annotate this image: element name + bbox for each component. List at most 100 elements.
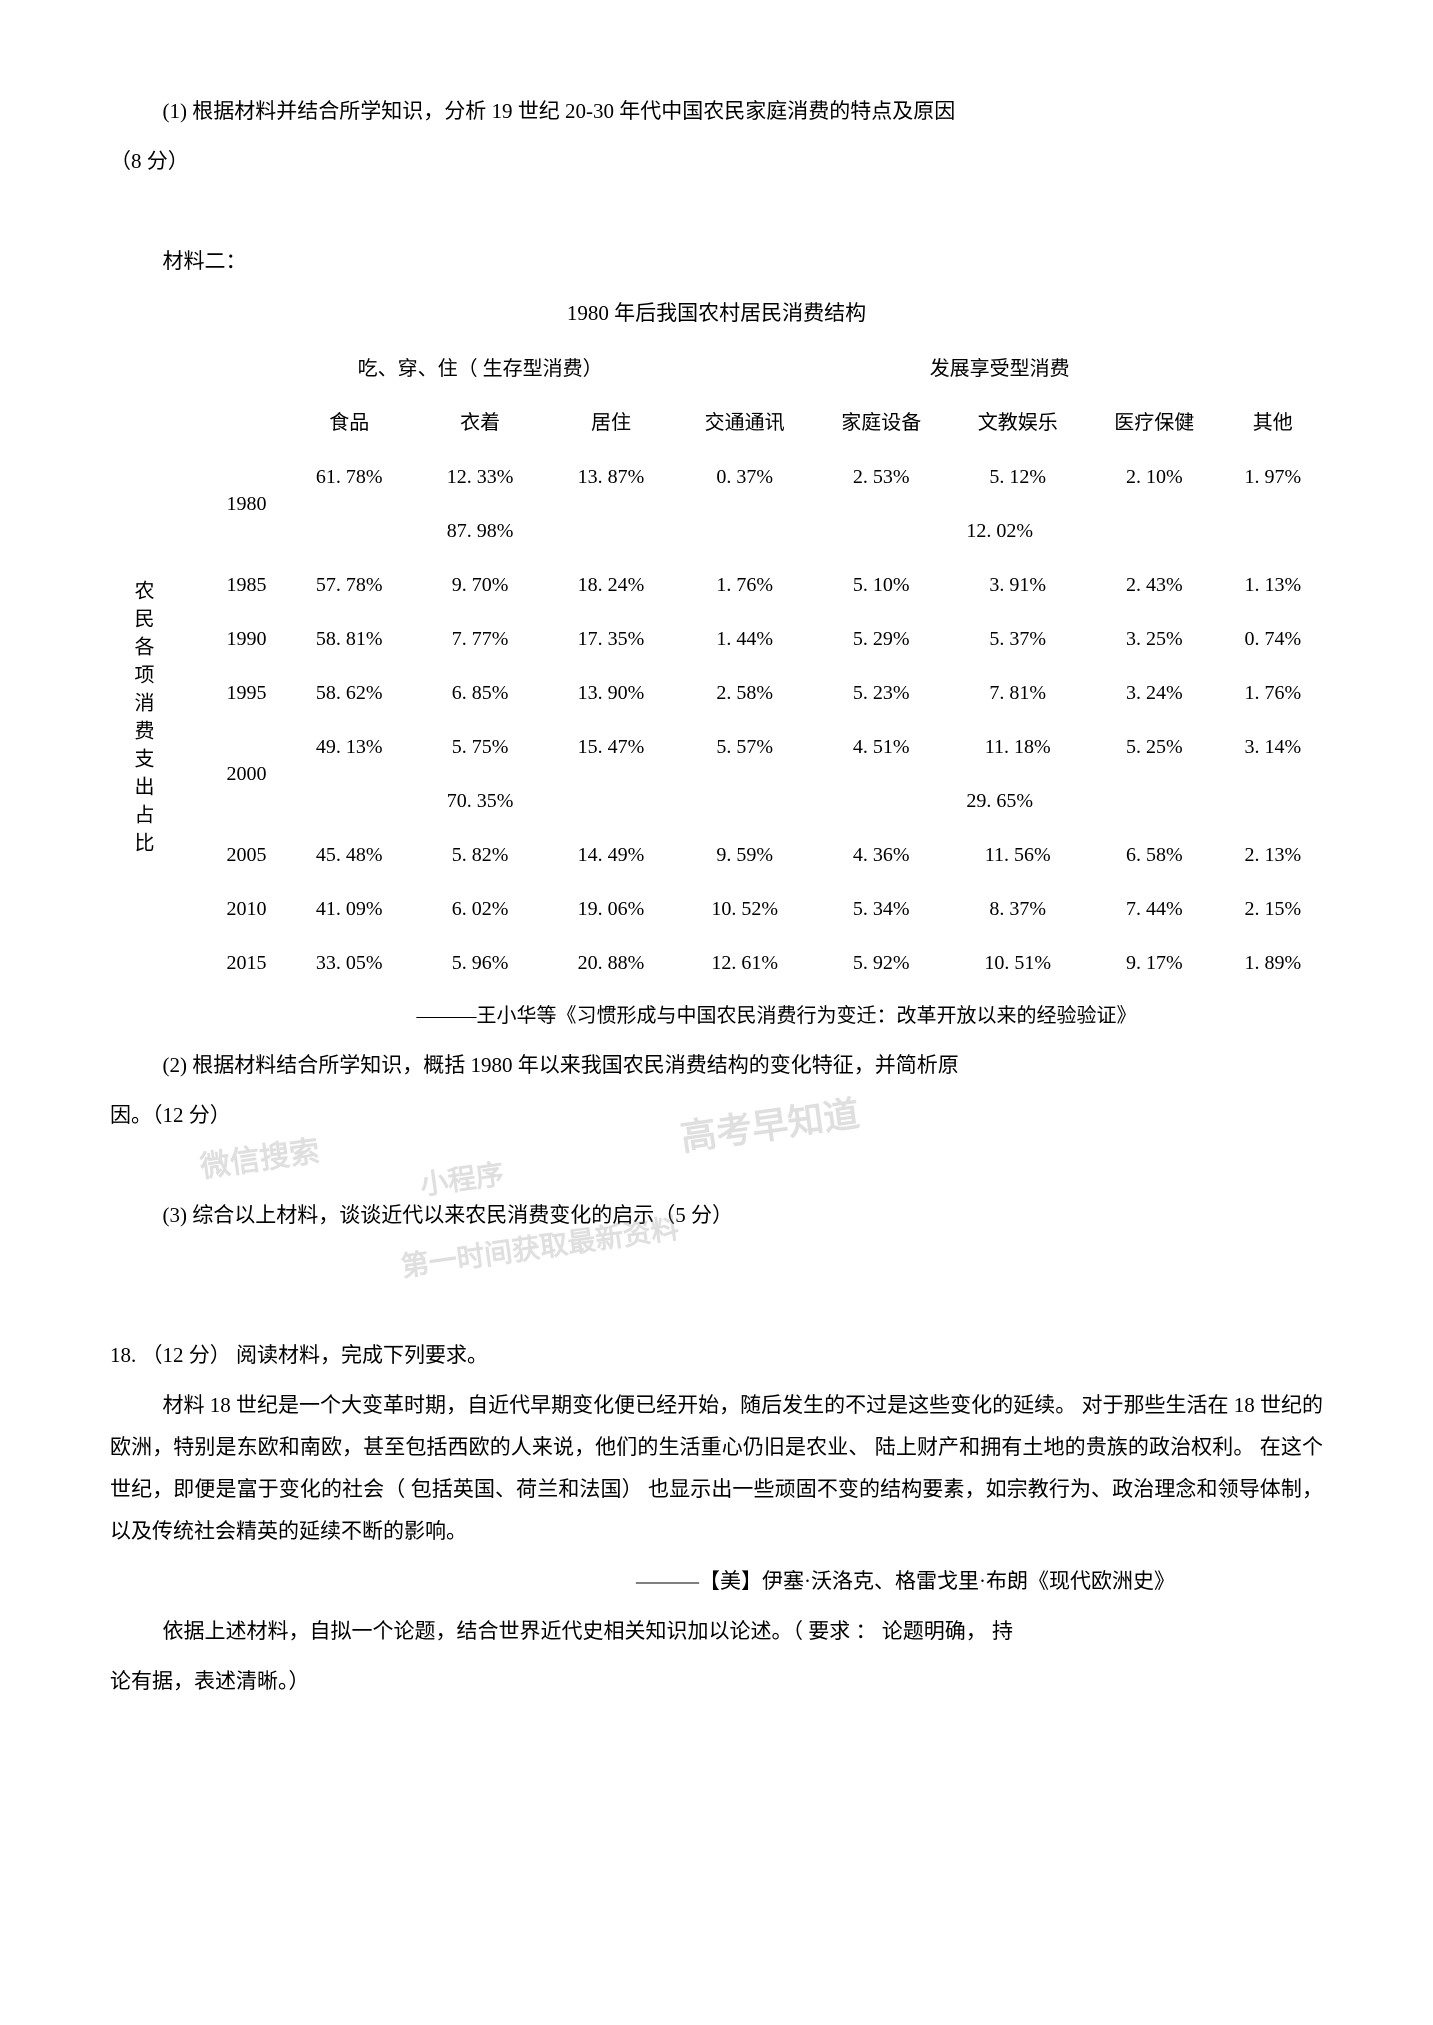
cell-1990-3: 1. 44% bbox=[676, 612, 813, 666]
question-2-line2: 因。（12 分） bbox=[110, 1094, 1323, 1136]
question-18-prompt-2: 论有据，表述清晰。） bbox=[110, 1660, 1323, 1702]
year-1985: 1985 bbox=[209, 558, 283, 612]
question-18-block: 18. （12 分） 阅读材料，完成下列要求。 材料 18 世纪是一个大变革时期… bbox=[110, 1334, 1323, 1702]
cell-2010-1: 6. 02% bbox=[415, 882, 546, 936]
question-18-prompt-1: 依据上述材料，自拟一个论题，结合世界近代史相关知识加以论述。（ 要求 ： 论题明… bbox=[110, 1610, 1323, 1652]
cell-2005-4: 4. 36% bbox=[813, 828, 950, 882]
table-title: 1980 年后我国农村居民消费结构 bbox=[110, 292, 1323, 334]
question-18-label: 18. （12 分） 阅读材料，完成下列要求。 bbox=[110, 1334, 1323, 1376]
cell-2010-7: 2. 15% bbox=[1223, 882, 1323, 936]
row-label-vertical: 农民各项消费支出占比 bbox=[110, 450, 209, 990]
row-label-text: 农民各项消费支出占比 bbox=[114, 560, 170, 880]
cell-2000-4: 4. 51% bbox=[813, 720, 950, 774]
cell-2005-5: 11. 56% bbox=[949, 828, 1086, 882]
year-1990: 1990 bbox=[209, 612, 283, 666]
cell-2000-2: 15. 47% bbox=[546, 720, 677, 774]
cell-1990-4: 5. 29% bbox=[813, 612, 950, 666]
cell-2015-2: 20. 88% bbox=[546, 936, 677, 990]
cell-2000-6: 5. 25% bbox=[1086, 720, 1223, 774]
cell-2015-0: 33. 05% bbox=[284, 936, 415, 990]
cell-2000-1: 5. 75% bbox=[415, 720, 546, 774]
year-2000: 2000 bbox=[209, 720, 283, 828]
cell-2015-1: 5. 96% bbox=[415, 936, 546, 990]
cell-1980-4: 2. 53% bbox=[813, 450, 950, 504]
cell-2005-3: 9. 59% bbox=[676, 828, 813, 882]
cell-2010-4: 5. 34% bbox=[813, 882, 950, 936]
header-blank-1 bbox=[110, 342, 209, 396]
col-clothing: 衣着 bbox=[415, 396, 546, 450]
consumption-table: 吃、穿、住（ 生存型消费） 发展享受型消费 食品 衣着 居住 交通通讯 家庭设备… bbox=[110, 342, 1323, 990]
cell-2005-6: 6. 58% bbox=[1086, 828, 1223, 882]
cell-1990-6: 3. 25% bbox=[1086, 612, 1223, 666]
cell-1995-7: 1. 76% bbox=[1223, 666, 1323, 720]
subheader-blank-2 bbox=[209, 396, 283, 450]
cell-1980-1: 12. 33% bbox=[415, 450, 546, 504]
col-food: 食品 bbox=[284, 396, 415, 450]
cell-2015-3: 12. 61% bbox=[676, 936, 813, 990]
cell-1995-1: 6. 85% bbox=[415, 666, 546, 720]
col-transport: 交通通讯 bbox=[676, 396, 813, 450]
cell-1990-2: 17. 35% bbox=[546, 612, 677, 666]
year-2010: 2010 bbox=[209, 882, 283, 936]
cell-2015-6: 9. 17% bbox=[1086, 936, 1223, 990]
cell-2005-0: 45. 48% bbox=[284, 828, 415, 882]
cell-2010-3: 10. 52% bbox=[676, 882, 813, 936]
cell-1995-4: 5. 23% bbox=[813, 666, 950, 720]
sum-2000-1: 70. 35% bbox=[284, 774, 677, 828]
question-3: (3) 综合以上材料，谈谈近代以来农民消费变化的启示（5 分） bbox=[110, 1194, 1323, 1236]
cell-2000-7: 3. 14% bbox=[1223, 720, 1323, 774]
cell-2010-0: 41. 09% bbox=[284, 882, 415, 936]
cell-2015-5: 10. 51% bbox=[949, 936, 1086, 990]
col-medical: 医疗保健 bbox=[1086, 396, 1223, 450]
cell-1995-2: 13. 90% bbox=[546, 666, 677, 720]
cell-1985-4: 5. 10% bbox=[813, 558, 950, 612]
cell-1990-5: 5. 37% bbox=[949, 612, 1086, 666]
material-2-label: 材料二： bbox=[110, 240, 1323, 282]
cell-1985-3: 1. 76% bbox=[676, 558, 813, 612]
cell-1995-0: 58. 62% bbox=[284, 666, 415, 720]
header-blank-2 bbox=[209, 342, 283, 396]
col-culture: 文教娱乐 bbox=[949, 396, 1086, 450]
cell-1980-0: 61. 78% bbox=[284, 450, 415, 504]
question-18-citation: ———【美】伊塞·沃洛克、格雷戈里·布朗《现代欧洲史》 bbox=[110, 1560, 1323, 1602]
cell-1985-7: 1. 13% bbox=[1223, 558, 1323, 612]
cell-2005-1: 5. 82% bbox=[415, 828, 546, 882]
cell-1995-5: 7. 81% bbox=[949, 666, 1086, 720]
cell-2000-0: 49. 13% bbox=[284, 720, 415, 774]
question-1-line2: （8 分） bbox=[110, 140, 1323, 182]
cell-2010-5: 8. 37% bbox=[949, 882, 1086, 936]
col-other: 其他 bbox=[1223, 396, 1323, 450]
subheader-blank-1 bbox=[110, 396, 209, 450]
cell-1990-0: 58. 81% bbox=[284, 612, 415, 666]
cell-2015-4: 5. 92% bbox=[813, 936, 950, 990]
cell-2005-2: 14. 49% bbox=[546, 828, 677, 882]
year-1995: 1995 bbox=[209, 666, 283, 720]
cell-1985-0: 57. 78% bbox=[284, 558, 415, 612]
col-housing: 居住 bbox=[546, 396, 677, 450]
sum-1980-1: 87. 98% bbox=[284, 504, 677, 558]
sum-2000-2: 29. 65% bbox=[676, 774, 1323, 828]
cell-1980-5: 5. 12% bbox=[949, 450, 1086, 504]
cell-2000-5: 11. 18% bbox=[949, 720, 1086, 774]
cell-1990-1: 7. 77% bbox=[415, 612, 546, 666]
cell-1980-7: 1. 97% bbox=[1223, 450, 1323, 504]
question-2-line1: (2) 根据材料结合所学知识，概括 1980 年以来我国农民消费结构的变化特征，… bbox=[110, 1044, 1323, 1086]
cell-1990-7: 0. 74% bbox=[1223, 612, 1323, 666]
cell-1980-2: 13. 87% bbox=[546, 450, 677, 504]
cell-1980-6: 2. 10% bbox=[1086, 450, 1223, 504]
year-2005: 2005 bbox=[209, 828, 283, 882]
cell-2010-2: 19. 06% bbox=[546, 882, 677, 936]
year-2015: 2015 bbox=[209, 936, 283, 990]
header-group-survival: 吃、穿、住（ 生存型消费） bbox=[284, 342, 677, 396]
col-household: 家庭设备 bbox=[813, 396, 950, 450]
cell-1985-2: 18. 24% bbox=[546, 558, 677, 612]
sum-1980-2: 12. 02% bbox=[676, 504, 1323, 558]
cell-1995-6: 3. 24% bbox=[1086, 666, 1223, 720]
header-group-development: 发展享受型消费 bbox=[676, 342, 1323, 396]
cell-2015-7: 1. 89% bbox=[1223, 936, 1323, 990]
cell-2000-3: 5. 57% bbox=[676, 720, 813, 774]
cell-1985-6: 2. 43% bbox=[1086, 558, 1223, 612]
cell-1985-1: 9. 70% bbox=[415, 558, 546, 612]
cell-1980-3: 0. 37% bbox=[676, 450, 813, 504]
cell-1985-5: 3. 91% bbox=[949, 558, 1086, 612]
